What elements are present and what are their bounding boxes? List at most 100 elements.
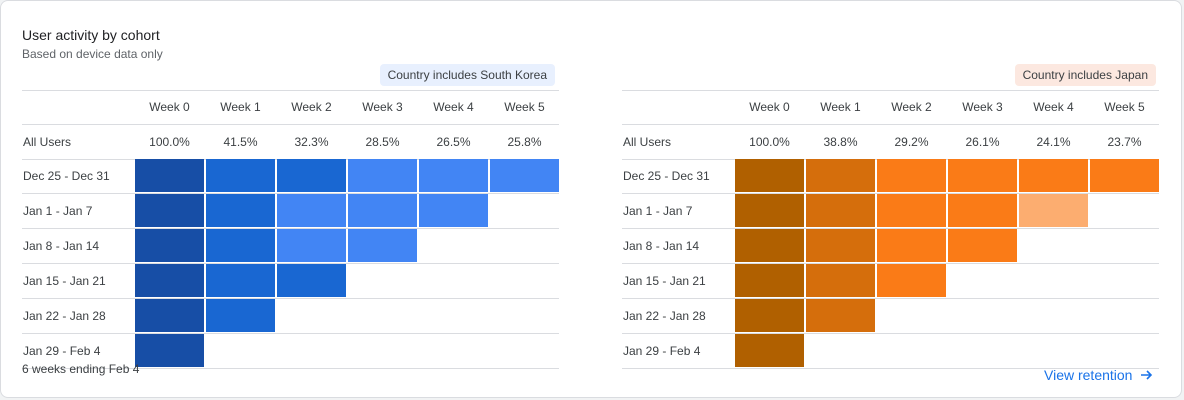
heatmap-cell[interactable]	[348, 194, 417, 227]
heatmap-cell[interactable]	[135, 264, 204, 297]
heatmap-cell[interactable]	[948, 159, 1017, 192]
view-retention-link[interactable]: View retention	[1044, 367, 1154, 383]
cohort-label: Jan 22 - Jan 28	[623, 309, 706, 323]
row-divider	[22, 263, 559, 264]
heatmap-cell[interactable]	[277, 229, 346, 262]
all-users-value: 26.1%	[965, 135, 1000, 149]
row-divider	[622, 298, 1159, 299]
row-divider	[622, 368, 1159, 369]
heatmap-cell[interactable]	[948, 229, 1017, 262]
heatmap-cell[interactable]	[735, 264, 804, 297]
row-divider	[22, 90, 559, 91]
week-header: Week 5	[1104, 100, 1145, 114]
row-divider	[22, 124, 559, 125]
all-users-label: All Users	[623, 135, 672, 149]
heatmap-cell[interactable]	[806, 264, 875, 297]
row-divider	[622, 333, 1159, 334]
heatmap-cell[interactable]	[206, 159, 275, 192]
heatmap-cell[interactable]	[135, 159, 204, 192]
cohort-label: Dec 25 - Dec 31	[623, 169, 710, 183]
week-header: Week 1	[220, 100, 261, 114]
week-header: Week 2	[891, 100, 932, 114]
cohort-label: Jan 1 - Jan 7	[23, 204, 93, 218]
cohort-label: Jan 22 - Jan 28	[23, 309, 106, 323]
heatmap-cell[interactable]	[948, 194, 1017, 227]
all-users-value: 41.5%	[223, 135, 258, 149]
all-users-value: 25.8%	[507, 135, 542, 149]
cohort-label: Jan 8 - Jan 14	[623, 239, 700, 253]
heatmap-cell[interactable]	[135, 229, 204, 262]
all-users-value: 100.0%	[149, 135, 190, 149]
heatmap-cell[interactable]	[806, 229, 875, 262]
all-users-value: 26.5%	[436, 135, 471, 149]
heatmap-cell[interactable]	[206, 299, 275, 332]
cohort-table-japan: Week 0 Week 1 Week 2 Week 3 Week 4 Week 5 All …	[622, 90, 1159, 369]
heatmap-cell[interactable]	[206, 264, 275, 297]
heatmap-cell[interactable]	[490, 159, 559, 192]
cohort-label: Jan 15 - Jan 21	[23, 274, 106, 288]
comparison-chip-south-korea[interactable]: Country includes South Korea	[379, 64, 555, 86]
heatmap-cell[interactable]	[1090, 159, 1159, 192]
heatmap-cell[interactable]	[877, 159, 946, 192]
row-divider	[22, 228, 559, 229]
heatmap-cell[interactable]	[877, 264, 946, 297]
heatmap-cell[interactable]	[735, 334, 804, 367]
heatmap-cell[interactable]	[1019, 159, 1088, 192]
comparison-chip-japan[interactable]: Country includes Japan	[1014, 64, 1156, 86]
row-divider	[22, 298, 559, 299]
row-divider	[622, 90, 1159, 91]
heatmap-cell[interactable]	[1019, 194, 1088, 227]
row-divider	[22, 333, 559, 334]
heatmap-cell[interactable]	[877, 194, 946, 227]
all-users-value: 24.1%	[1036, 135, 1071, 149]
week-header: Week 3	[362, 100, 403, 114]
week-header: Week 5	[504, 100, 545, 114]
heatmap-cell[interactable]	[277, 159, 346, 192]
all-users-value: 100.0%	[749, 135, 790, 149]
week-header: Week 4	[433, 100, 474, 114]
heatmap-cell[interactable]	[135, 334, 204, 367]
cohort-label: Jan 8 - Jan 14	[23, 239, 100, 253]
heatmap-cell[interactable]	[348, 229, 417, 262]
cohort-label: Jan 29 - Feb 4	[623, 344, 701, 358]
heatmap-cell[interactable]	[735, 299, 804, 332]
view-retention-label: View retention	[1044, 367, 1133, 383]
week-header: Week 1	[820, 100, 861, 114]
all-users-value: 28.5%	[365, 135, 400, 149]
all-users-value: 32.3%	[294, 135, 329, 149]
card-subtitle: Based on device data only	[22, 47, 163, 61]
row-divider	[622, 124, 1159, 125]
heatmap-cell[interactable]	[806, 299, 875, 332]
heatmap-cell[interactable]	[806, 159, 875, 192]
all-users-label: All Users	[23, 135, 72, 149]
week-header: Week 0	[149, 100, 190, 114]
heatmap-cell[interactable]	[735, 159, 804, 192]
week-header: Week 0	[749, 100, 790, 114]
row-divider	[622, 193, 1159, 194]
cohort-table-south-korea: Week 0 Week 1 Week 2 Week 3 Week 4 Week 5 All …	[22, 90, 559, 369]
heatmap-cell[interactable]	[277, 264, 346, 297]
heatmap-cell[interactable]	[419, 194, 488, 227]
heatmap-cell[interactable]	[277, 194, 346, 227]
heatmap-cell[interactable]	[348, 159, 417, 192]
row-divider	[622, 228, 1159, 229]
heatmap-cell[interactable]	[735, 229, 804, 262]
cohort-label: Jan 15 - Jan 21	[623, 274, 706, 288]
heatmap-cell[interactable]	[806, 194, 875, 227]
cohort-label: Jan 29 - Feb 4	[23, 344, 101, 358]
heatmap-cell[interactable]	[877, 229, 946, 262]
row-divider	[622, 263, 1159, 264]
week-header: Week 3	[962, 100, 1003, 114]
heatmap-cell[interactable]	[135, 299, 204, 332]
week-header: Week 2	[291, 100, 332, 114]
card-title: User activity by cohort	[22, 27, 160, 43]
heatmap-cell[interactable]	[206, 229, 275, 262]
heatmap-cell[interactable]	[419, 159, 488, 192]
all-users-value: 38.8%	[823, 135, 858, 149]
row-divider	[22, 193, 559, 194]
heatmap-cell[interactable]	[735, 194, 804, 227]
heatmap-cell[interactable]	[135, 194, 204, 227]
heatmap-cell[interactable]	[206, 194, 275, 227]
arrow-right-icon	[1141, 370, 1153, 380]
